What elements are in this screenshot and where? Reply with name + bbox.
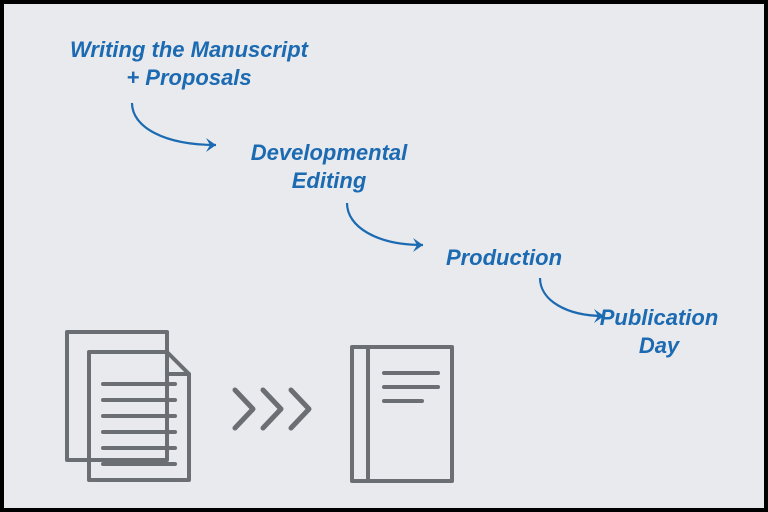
diagram-frame: Writing the Manuscript + Proposals Devel… — [0, 0, 768, 512]
arrow-1 — [124, 99, 234, 154]
stage-developmental: Developmental Editing — [219, 139, 439, 194]
stage-publication: Publication Day — [574, 304, 744, 359]
manuscript-icon — [59, 324, 209, 489]
stage-production: Production — [424, 244, 584, 272]
chevrons-icon — [229, 384, 329, 439]
book-icon — [344, 339, 464, 494]
stage-writing: Writing the Manuscript + Proposals — [49, 36, 329, 91]
